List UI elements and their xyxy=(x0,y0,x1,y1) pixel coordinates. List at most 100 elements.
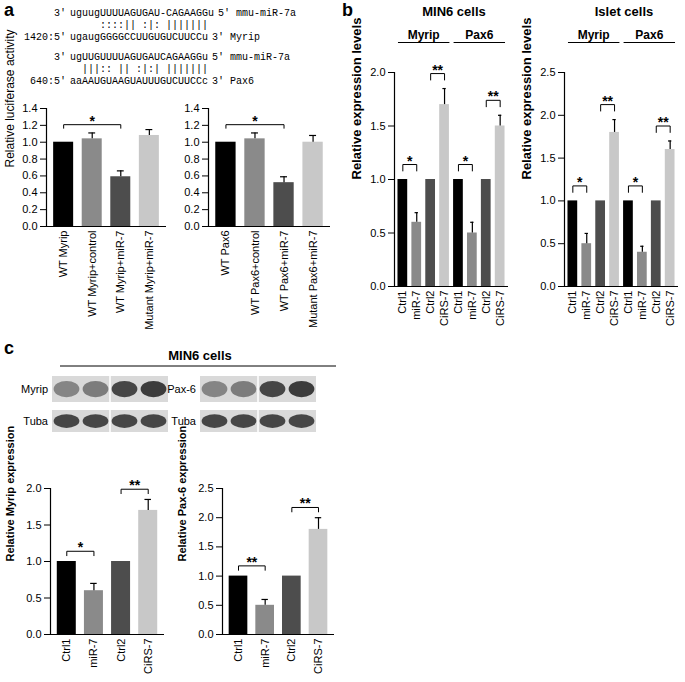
svg-text:Ctrl1: Ctrl1 xyxy=(60,639,72,662)
svg-text:2.0: 2.0 xyxy=(370,66,385,78)
svg-text:0.6: 0.6 xyxy=(184,169,199,181)
svg-text:2.0: 2.0 xyxy=(26,482,41,494)
svg-text:Tuba: Tuba xyxy=(23,415,49,427)
svg-text:Relative Pax-6 expression: Relative Pax-6 expression xyxy=(176,425,188,561)
svg-text:Ctrl2: Ctrl2 xyxy=(424,291,436,314)
svg-text:WT Myrip: WT Myrip xyxy=(57,231,69,278)
svg-text:Relative expression levels: Relative expression levels xyxy=(519,18,534,180)
svg-text:*: * xyxy=(252,113,258,129)
svg-text:miR-7: miR-7 xyxy=(410,291,422,320)
svg-text:Myrip: Myrip xyxy=(21,383,48,395)
svg-text:0.0: 0.0 xyxy=(370,280,385,292)
svg-text:0.5: 0.5 xyxy=(370,227,385,239)
svg-text:1.0: 1.0 xyxy=(26,555,41,567)
svg-text:*: * xyxy=(89,113,95,129)
svg-text:Ctrl1: Ctrl1 xyxy=(566,291,578,314)
html-text:MIN6 cells: MIN6 cells xyxy=(422,4,486,19)
svg-text:0.8: 0.8 xyxy=(22,153,37,165)
svg-text:2.5: 2.5 xyxy=(540,66,555,78)
svg-text:**: ** xyxy=(246,554,257,570)
svg-text:*: * xyxy=(577,174,583,190)
html-text:Islet cells: Islet cells xyxy=(594,4,654,19)
svg-text:Ctrl2: Ctrl2 xyxy=(480,291,492,314)
svg-text:0.0: 0.0 xyxy=(26,628,41,640)
svg-text:Relative Myrip expression: Relative Myrip expression xyxy=(4,425,16,561)
svg-text:0.5: 0.5 xyxy=(540,237,555,249)
svg-text:Ctrl1: Ctrl1 xyxy=(232,639,244,662)
svg-text:WT Pax6+miR-7: WT Pax6+miR-7 xyxy=(278,231,290,312)
svg-text:*: * xyxy=(407,153,413,169)
svg-text:Tuba: Tuba xyxy=(171,415,197,427)
svg-text:0.5: 0.5 xyxy=(26,592,41,604)
svg-text:0.0: 0.0 xyxy=(198,628,213,640)
svg-text:CiRS-7: CiRS-7 xyxy=(608,291,620,326)
svg-text:*: * xyxy=(463,153,469,169)
svg-text:1.4: 1.4 xyxy=(22,102,37,114)
svg-text:1.2: 1.2 xyxy=(22,119,37,131)
svg-text:0.8: 0.8 xyxy=(184,153,199,165)
svg-text:2.0: 2.0 xyxy=(198,511,213,523)
svg-text:CiRS-7: CiRS-7 xyxy=(664,291,676,326)
svg-text:Relative expression levels: Relative expression levels xyxy=(349,18,364,180)
svg-text:0.0: 0.0 xyxy=(540,280,555,292)
svg-text:CiRS-7: CiRS-7 xyxy=(438,291,450,326)
svg-text:1.5: 1.5 xyxy=(540,152,555,164)
svg-text:WT Myrip+control: WT Myrip+control xyxy=(86,231,98,317)
svg-text:Relative luciferase activity: Relative luciferase activity xyxy=(3,29,17,167)
svg-text:1.4: 1.4 xyxy=(184,102,199,114)
svg-text:1.0: 1.0 xyxy=(184,136,199,148)
svg-text:miR-7: miR-7 xyxy=(636,291,648,320)
svg-text:*: * xyxy=(78,539,84,555)
svg-text:*: * xyxy=(633,174,639,190)
svg-text:1.5: 1.5 xyxy=(370,120,385,132)
svg-text:1.5: 1.5 xyxy=(198,540,213,552)
svg-text:Pax-6: Pax-6 xyxy=(167,383,196,395)
svg-text:**: ** xyxy=(129,477,140,493)
svg-text:1.2: 1.2 xyxy=(184,119,199,131)
svg-text:Ctrl2: Ctrl2 xyxy=(285,639,297,662)
svg-text:CiRS-7: CiRS-7 xyxy=(312,639,324,674)
svg-text:1.5: 1.5 xyxy=(26,519,41,531)
svg-text:0.4: 0.4 xyxy=(184,186,199,198)
svg-text:0.6: 0.6 xyxy=(22,169,37,181)
svg-text:1.0: 1.0 xyxy=(370,173,385,185)
svg-text:miR-7: miR-7 xyxy=(466,291,478,320)
svg-text:2.5: 2.5 xyxy=(198,482,213,494)
svg-text:Pax6: Pax6 xyxy=(635,28,663,42)
svg-text:2.0: 2.0 xyxy=(540,109,555,121)
svg-text:Mutant Pax6+miR-7: Mutant Pax6+miR-7 xyxy=(307,231,319,329)
svg-text:Mutant Myrip+miR-7: Mutant Myrip+miR-7 xyxy=(143,231,155,330)
svg-text:Ctrl2: Ctrl2 xyxy=(650,291,662,314)
svg-text:WT Pax6+control: WT Pax6+control xyxy=(248,231,260,315)
svg-text:miR-7: miR-7 xyxy=(87,639,99,668)
svg-text:Ctrl1: Ctrl1 xyxy=(452,291,464,314)
svg-text:MIN6 cells: MIN6 cells xyxy=(168,348,232,363)
svg-text:0.2: 0.2 xyxy=(184,203,199,215)
svg-text:0.5: 0.5 xyxy=(198,599,213,611)
svg-text:0.0: 0.0 xyxy=(184,220,199,232)
svg-text:CiRS-7: CiRS-7 xyxy=(494,291,506,326)
svg-text:Ctrl2: Ctrl2 xyxy=(594,291,606,314)
svg-text:miR-7: miR-7 xyxy=(259,639,271,668)
svg-text:CiRS-7: CiRS-7 xyxy=(142,639,154,674)
svg-text:1.0: 1.0 xyxy=(22,136,37,148)
svg-text:Ctrl1: Ctrl1 xyxy=(396,291,408,314)
svg-text:**: ** xyxy=(432,62,443,78)
svg-text:0.0: 0.0 xyxy=(22,220,37,232)
svg-text:**: ** xyxy=(300,495,311,511)
svg-text:0.4: 0.4 xyxy=(22,186,37,198)
svg-text:Myrip: Myrip xyxy=(408,28,440,42)
svg-text:0.2: 0.2 xyxy=(22,203,37,215)
svg-text:WT Pax6: WT Pax6 xyxy=(219,231,231,276)
svg-text:1.0: 1.0 xyxy=(540,194,555,206)
svg-text:Ctrl2: Ctrl2 xyxy=(115,639,127,662)
svg-text:**: ** xyxy=(658,114,669,130)
svg-text:**: ** xyxy=(602,93,613,109)
svg-text:Ctrl1: Ctrl1 xyxy=(622,291,634,314)
svg-text:Pax6: Pax6 xyxy=(465,28,493,42)
svg-text:**: ** xyxy=(488,88,499,104)
svg-text:miR-7: miR-7 xyxy=(580,291,592,320)
svg-text:1.0: 1.0 xyxy=(198,570,213,582)
svg-text:WT Myrip+miR-7: WT Myrip+miR-7 xyxy=(114,231,126,314)
svg-text:Myrip: Myrip xyxy=(578,28,610,42)
